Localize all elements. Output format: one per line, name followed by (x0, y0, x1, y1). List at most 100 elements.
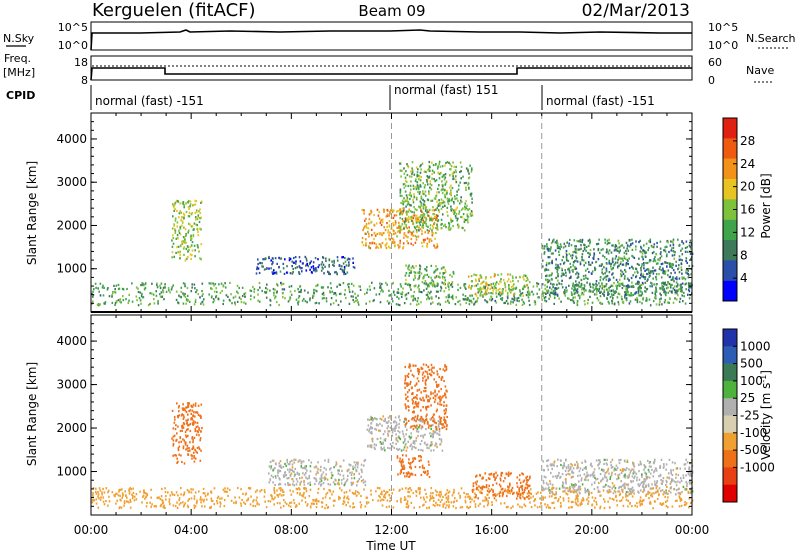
echo-cell (353, 300, 356, 304)
echo-cell (370, 425, 372, 429)
echo-cell (524, 285, 526, 288)
echo-cell (443, 276, 446, 279)
echo-cell (621, 287, 624, 290)
echo-cell (181, 220, 184, 223)
echo-cell (384, 496, 387, 499)
echo-cell (645, 242, 648, 245)
echo-cell (637, 289, 640, 292)
echo-cell (412, 244, 414, 247)
echo-cell (584, 303, 586, 306)
echo-cell (389, 293, 392, 297)
echo-cell (625, 262, 628, 265)
echo-cell (632, 284, 634, 288)
echo-cell (480, 275, 482, 278)
echo-cell (307, 291, 309, 294)
echo-cell (609, 285, 612, 288)
echo-cell (192, 438, 194, 441)
echo-cell (308, 477, 310, 480)
echo-cell (200, 200, 203, 203)
echo-cell (381, 234, 383, 237)
echo-cell (402, 441, 405, 444)
echo-cell (317, 487, 320, 490)
echo-cell (566, 241, 568, 244)
echo-cell (406, 217, 408, 220)
echo-cell (321, 473, 323, 476)
echo-cell (371, 432, 373, 435)
echo-cell (236, 300, 239, 303)
echo-cell (140, 302, 142, 305)
echo-cell (172, 439, 175, 442)
echo-cell (398, 246, 400, 249)
echo-cell (402, 247, 404, 250)
echo-cell (359, 501, 362, 504)
echo-cell (599, 285, 601, 288)
echo-cell (177, 406, 180, 409)
echo-cell (395, 421, 398, 424)
echo-cell (183, 213, 186, 216)
echo-cell (623, 255, 626, 258)
echo-cell (160, 291, 163, 294)
echo-cell (155, 290, 157, 293)
echo-cell (452, 177, 455, 180)
echo-cell (224, 487, 226, 490)
echo-cell (443, 178, 446, 181)
echo-cell (309, 481, 311, 484)
echo-cell (643, 262, 645, 265)
echo-cell (659, 287, 661, 290)
echo-cell (416, 185, 418, 188)
echo-cell (161, 487, 163, 491)
echo-cell (249, 298, 252, 301)
echo-cell (678, 277, 681, 280)
echo-cell (678, 495, 681, 498)
echo-cell (198, 220, 201, 224)
echo-cell (155, 505, 157, 508)
echo-cell (112, 291, 114, 295)
echo-cell (646, 272, 648, 276)
echo-cell (647, 249, 649, 252)
echo-cell (611, 497, 614, 500)
echo-cell (551, 495, 553, 498)
echo-cell (365, 232, 367, 235)
echo-cell (402, 201, 405, 204)
echo-cell (389, 500, 391, 503)
echo-cell (352, 298, 354, 302)
echo-cell (649, 259, 652, 262)
echo-cell (151, 282, 153, 285)
echo-cell (423, 422, 426, 425)
echo-cell (368, 213, 371, 216)
echo-cell (438, 422, 440, 425)
echo-cell (428, 238, 431, 241)
echo-cell (343, 267, 346, 270)
echo-cell (92, 486, 95, 490)
echo-cell (474, 278, 477, 281)
echo-cell (459, 170, 461, 174)
echo-cell (618, 278, 621, 281)
echo-cell (645, 299, 647, 302)
echo-cell (500, 278, 502, 281)
echo-cell (278, 303, 280, 307)
echo-cell (566, 487, 569, 490)
echo-cell (237, 486, 239, 490)
echo-cell (605, 283, 608, 286)
echo-cell (331, 493, 333, 496)
echo-cell (208, 293, 210, 296)
echo-cell (409, 302, 412, 306)
echo-cell (599, 295, 602, 298)
echo-cell (381, 498, 383, 501)
echo-cell (585, 277, 587, 280)
echo-cell (272, 469, 274, 472)
echo-cell (407, 487, 410, 491)
echo-cell (678, 264, 680, 267)
echo-cell (357, 463, 359, 466)
echo-cell (521, 303, 524, 306)
echo-cell (396, 235, 398, 238)
echo-cell (509, 492, 511, 495)
echo-cell (392, 209, 394, 212)
echo-cell (427, 285, 429, 288)
echo-cell (688, 264, 691, 268)
echo-cell (652, 272, 655, 275)
echo-cell (316, 470, 319, 473)
echo-cell (453, 500, 456, 503)
echo-cell (410, 432, 412, 435)
echo-cell (676, 499, 678, 502)
